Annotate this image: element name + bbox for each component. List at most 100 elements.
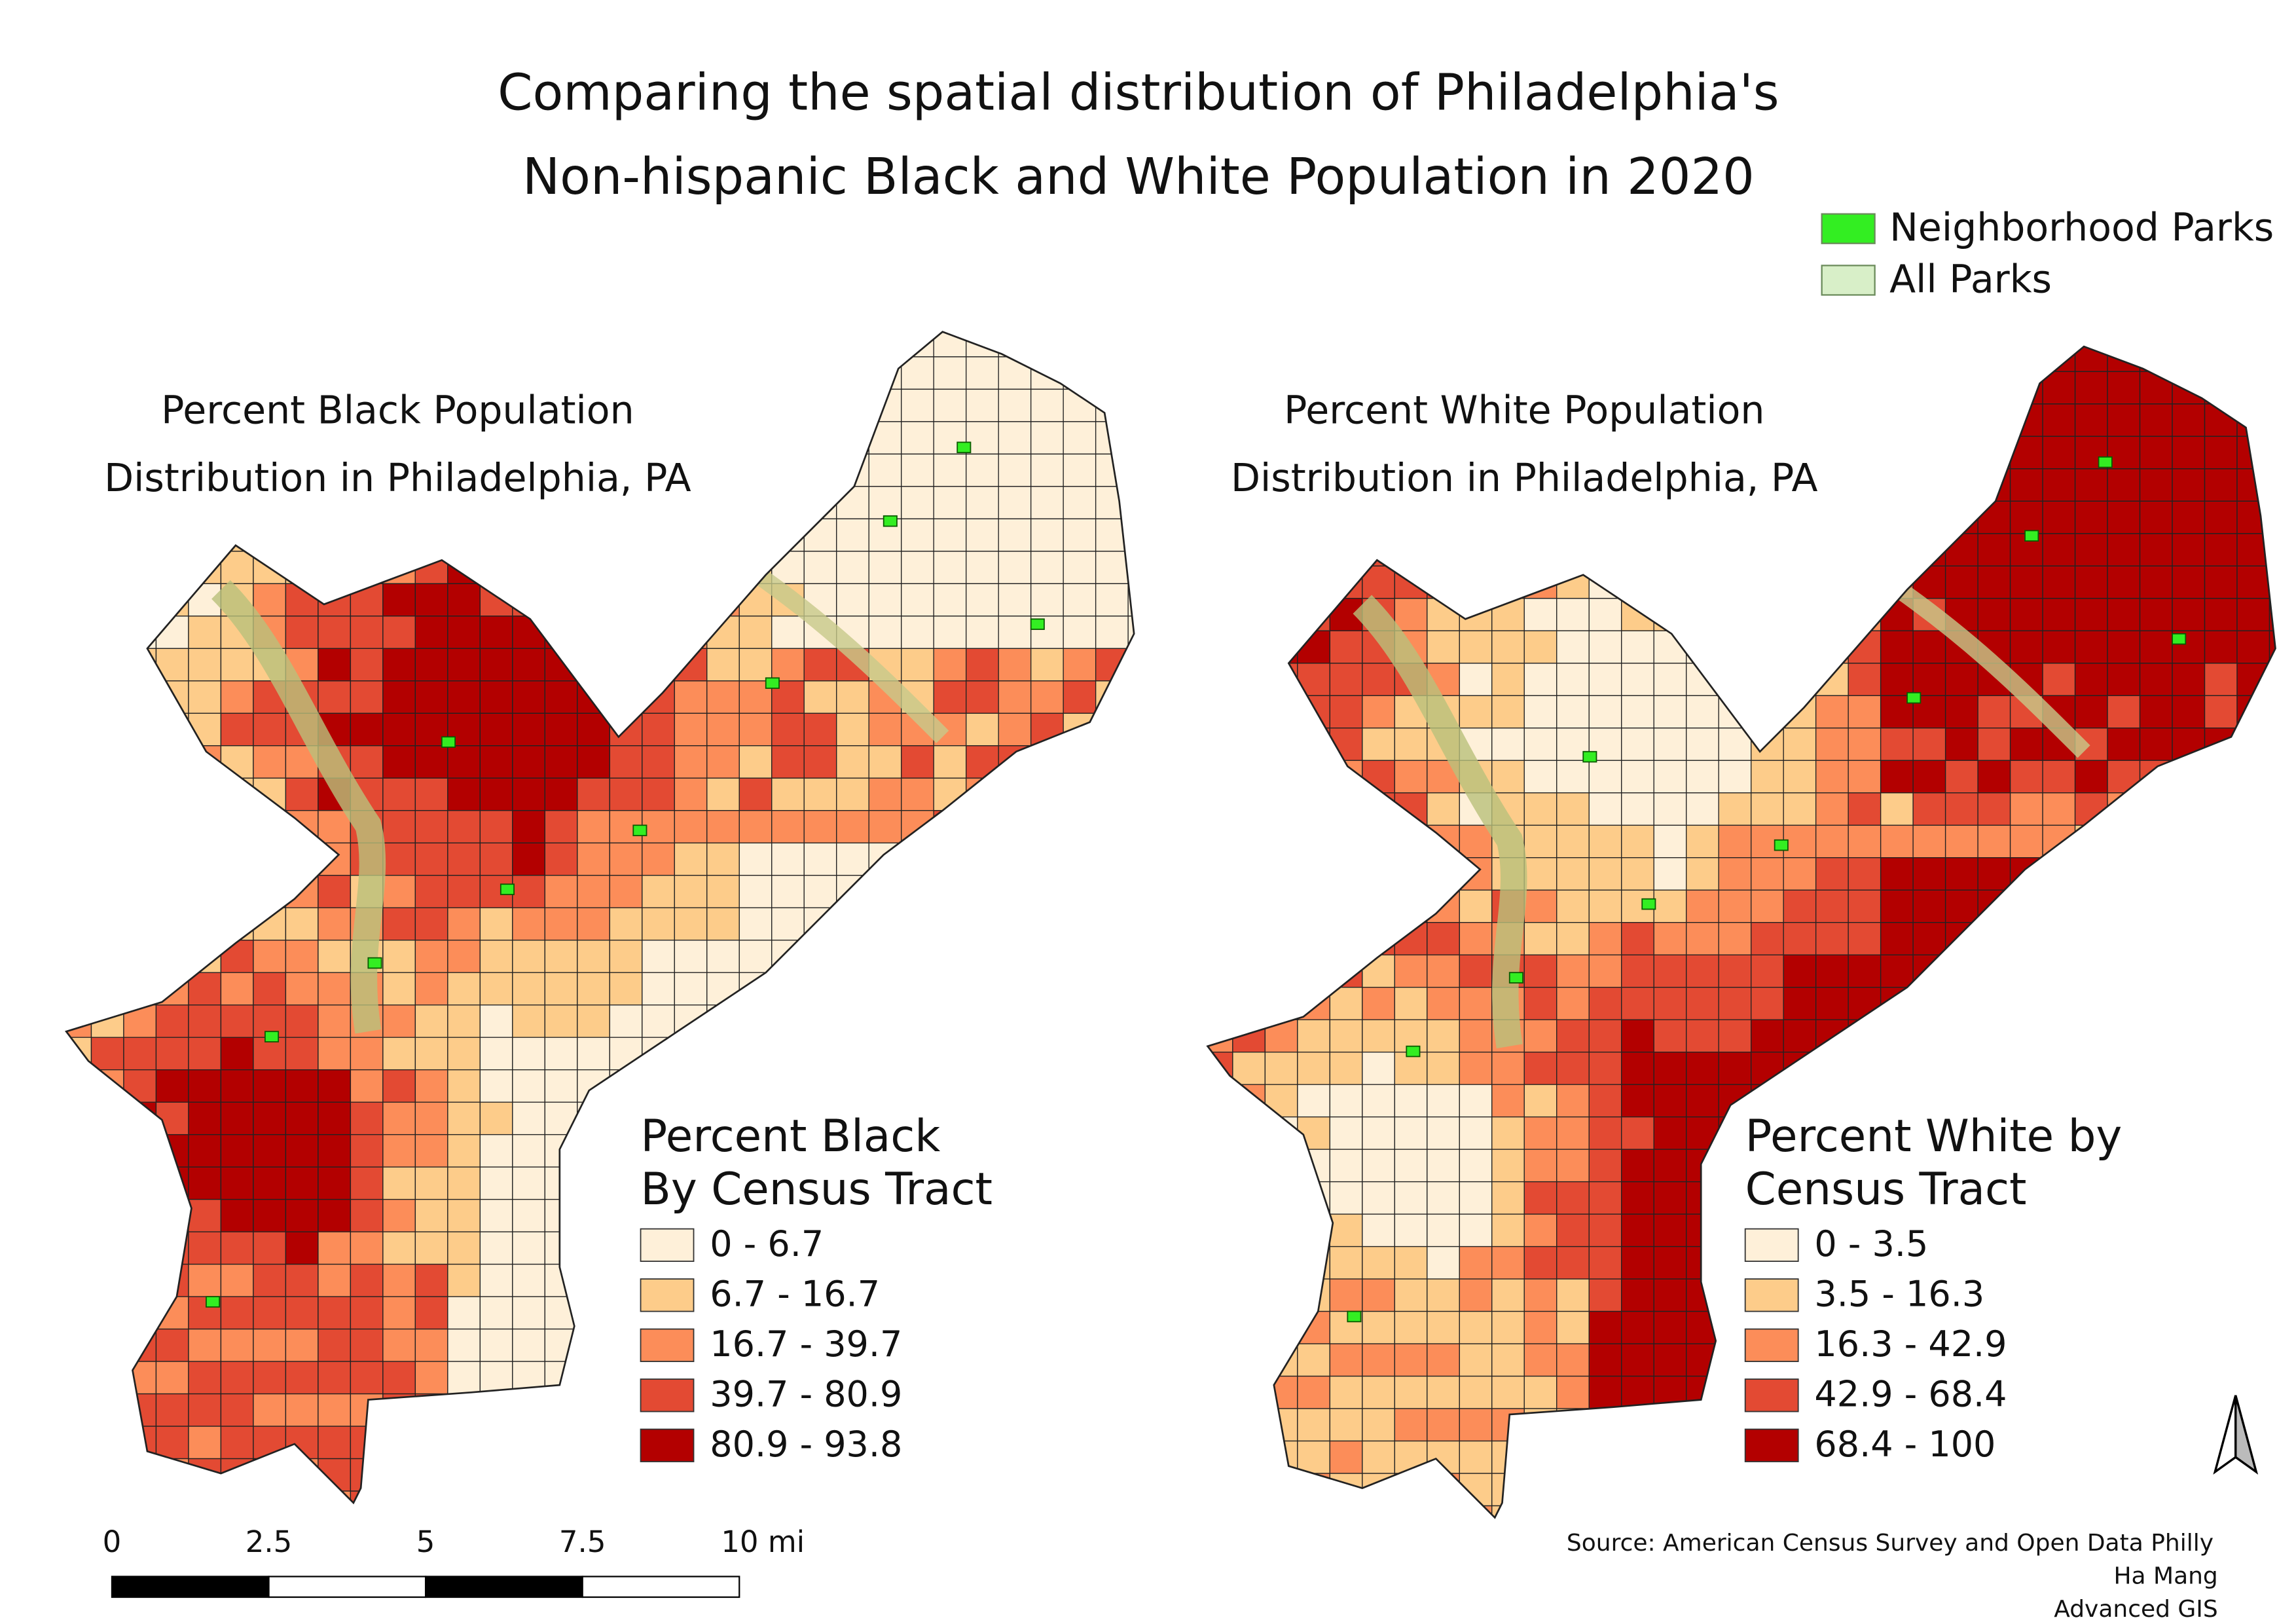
- tract: [1621, 533, 1654, 567]
- tract: [1944, 954, 1978, 988]
- tract: [1207, 857, 1233, 891]
- tract: [1030, 680, 1064, 714]
- tract: [1297, 1473, 1330, 1507]
- tract: [803, 453, 837, 487]
- tract: [966, 1458, 999, 1492]
- tract: [642, 1458, 675, 1492]
- tract: [1588, 1473, 1622, 1507]
- tract: [609, 777, 643, 811]
- tract: [2009, 500, 2043, 534]
- tract: [479, 1458, 513, 1492]
- tract: [382, 583, 416, 617]
- tract: [318, 1198, 352, 1232]
- tract: [1751, 346, 1784, 373]
- tract: [1394, 824, 1428, 858]
- tract: [2139, 403, 2173, 437]
- tract: [155, 810, 189, 843]
- tract: [382, 1134, 416, 1168]
- tract: [868, 421, 902, 455]
- tract: [1232, 1019, 1266, 1053]
- tract: [253, 810, 287, 843]
- tract: [1815, 922, 1849, 955]
- tract: [1556, 1084, 1590, 1118]
- tract: [1621, 346, 1654, 373]
- tract: [123, 777, 157, 811]
- tract: [966, 616, 999, 649]
- tract: [1944, 1473, 1978, 1507]
- tract: [90, 1037, 124, 1071]
- tract: [674, 842, 708, 876]
- tract: [1653, 1246, 1687, 1280]
- tract: [253, 1393, 287, 1427]
- tract: [253, 1458, 287, 1492]
- tract: [836, 421, 869, 455]
- tract: [2074, 533, 2108, 567]
- tract: [2172, 1181, 2206, 1215]
- tract: [1523, 1019, 1558, 1053]
- tract: [1127, 1263, 1135, 1297]
- tract: [1523, 857, 1558, 891]
- tract: [1232, 630, 1266, 664]
- tract: [382, 810, 416, 843]
- tract: [1394, 1246, 1428, 1280]
- tract: [123, 648, 157, 682]
- tract: [2009, 889, 2043, 923]
- tract: [577, 777, 610, 811]
- tract: [2204, 889, 2238, 923]
- tract: [1751, 663, 1784, 696]
- tract: [123, 388, 157, 422]
- tract: [1030, 551, 1064, 584]
- tract: [1718, 922, 1752, 955]
- tract: [1207, 954, 1233, 988]
- tract: [1127, 1037, 1135, 1071]
- tract: [188, 1166, 222, 1200]
- tract: [1588, 987, 1622, 1020]
- tract: [642, 810, 675, 843]
- tract: [188, 356, 222, 390]
- tract: [1621, 1440, 1654, 1474]
- tract: [2139, 630, 2173, 664]
- tract: [414, 1198, 448, 1232]
- tract: [544, 1037, 578, 1071]
- tract: [1459, 1375, 1493, 1409]
- tract: [1127, 1296, 1135, 1330]
- tract: [2042, 1019, 2076, 1053]
- tract: [447, 777, 481, 811]
- tract: [1427, 1408, 1460, 1442]
- tract: [479, 1037, 513, 1071]
- tract: [188, 1069, 222, 1103]
- tract: [2074, 1213, 2108, 1247]
- tract: [674, 616, 708, 649]
- tract: [66, 1134, 92, 1168]
- tract: [1394, 1149, 1428, 1183]
- tract: [1095, 712, 1129, 747]
- tract: [674, 680, 708, 714]
- tract: [1297, 1278, 1330, 1312]
- tract: [1977, 1213, 2011, 1247]
- tract: [868, 1231, 902, 1265]
- tract: [998, 1101, 1032, 1135]
- tract: [1815, 824, 1849, 858]
- tract: [220, 875, 254, 908]
- tract: [123, 842, 157, 876]
- tract: [1127, 875, 1135, 908]
- tract: [1523, 889, 1558, 923]
- tract: [285, 356, 319, 390]
- tract: [350, 1458, 384, 1492]
- tract: [90, 421, 124, 455]
- tract: [2269, 1149, 2276, 1183]
- tract: [447, 1426, 481, 1460]
- legend-title: By Census Tract: [641, 1163, 993, 1215]
- tract: [609, 616, 643, 649]
- tract: [966, 1005, 999, 1038]
- tract: [738, 616, 773, 649]
- tract: [1686, 1181, 1719, 1215]
- tract: [2074, 1375, 2108, 1409]
- legend-title: Census Tract: [1745, 1163, 2027, 1215]
- tract: [479, 551, 513, 584]
- tract: [1030, 940, 1064, 973]
- tract: [285, 842, 319, 876]
- tract: [1459, 1051, 1493, 1085]
- tract: [609, 1101, 643, 1135]
- tract: [123, 1037, 157, 1071]
